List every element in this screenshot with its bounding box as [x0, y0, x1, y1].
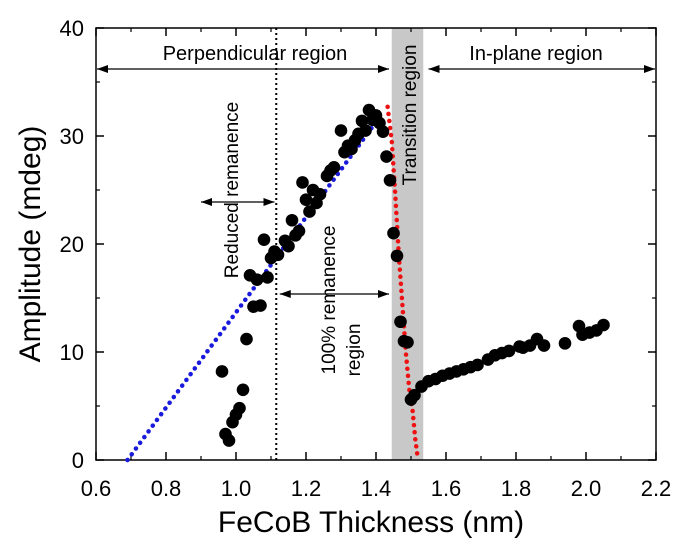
reduced-arrow-left-head: [201, 198, 212, 206]
y-tick-label: 0: [72, 448, 84, 473]
axis-tick-labels: 0.6 0.8 1.0 1.2 1.4 1.6 1.8 2.0 2.2 0 10 20 30 40: [60, 16, 672, 501]
annotation-transition: Transition region: [400, 45, 421, 186]
annotation-in-plane: In-plane region: [469, 43, 602, 65]
annotation-perpendicular: Perpendicular region: [163, 43, 348, 65]
y-tick-label: 40: [60, 16, 84, 41]
x-tick-label: 2.2: [641, 476, 672, 501]
x-tick-label: 1.0: [221, 476, 252, 501]
annotation-100-remanence: 100% remanence: [319, 226, 340, 375]
blue-fit-line: [125, 119, 379, 463]
annotation-reduced-remanence: Reduced remanence: [222, 102, 243, 278]
annotation-100-remanence-region: region: [344, 324, 365, 377]
data-point: [408, 388, 421, 402]
reduced-arrow-right-head: [263, 198, 275, 206]
data-point: [254, 299, 267, 312]
x-tick-label: 1.2: [291, 476, 322, 501]
perpendicular-arrow-right-head: [378, 65, 389, 73]
region-arrows: [97, 65, 655, 298]
data-point: [390, 249, 404, 263]
data-point: [292, 224, 306, 238]
data-point: [296, 176, 309, 189]
x-tick-label: 0.6: [81, 476, 112, 501]
perpendicular-arrow: [97, 65, 389, 73]
fit-lines: [125, 104, 421, 463]
data-point: [502, 344, 516, 358]
data-point: [376, 125, 390, 138]
plot-frame: [95, 27, 657, 461]
data-point: [380, 150, 393, 163]
perpendicular-arrow-left-head: [97, 65, 108, 73]
y-axis-label: Amplitude (mdeg): [14, 126, 47, 363]
data-point: [383, 173, 397, 187]
data-points: [215, 103, 610, 447]
data-point: [597, 318, 610, 332]
data-point: [327, 161, 341, 174]
x-tick-label: 2.0: [571, 476, 602, 501]
data-point: [240, 332, 253, 346]
data-point: [271, 248, 285, 262]
data-point: [222, 434, 236, 447]
in-plane-arrow: [428, 65, 655, 73]
red-fit-line: [385, 104, 421, 463]
data-point: [401, 335, 414, 349]
data-point: [359, 124, 372, 137]
data-point: [303, 205, 316, 218]
x-tick-label: 1.8: [501, 476, 532, 501]
x-tick-label: 1.4: [361, 476, 392, 501]
data-point: [250, 273, 264, 286]
axis-ticks: [95, 27, 657, 461]
hundred-arrow-right-head: [378, 290, 389, 298]
data-point: [313, 188, 327, 201]
y-tick-label: 20: [60, 232, 84, 257]
hundred-arrow: [279, 290, 389, 298]
data-point: [394, 315, 407, 329]
data-point: [285, 213, 299, 227]
x-tick-label: 0.8: [151, 476, 182, 501]
y-tick-label: 30: [60, 124, 84, 149]
axes-box: [95, 27, 657, 461]
data-point: [387, 226, 400, 240]
hundred-arrow-left-head: [279, 290, 291, 298]
x-axis-label: FeCoB Thickness (nm): [218, 506, 524, 539]
data-point: [334, 124, 348, 137]
data-point: [537, 339, 551, 352]
in-plane-arrow-left-head: [428, 65, 440, 73]
data-point: [299, 193, 313, 207]
data-point: [215, 365, 229, 378]
data-point: [233, 401, 246, 415]
data-point: [558, 337, 572, 350]
reduced-arrow: [201, 198, 275, 206]
data-point: [261, 271, 274, 284]
data-point: [282, 239, 295, 253]
data-point: [257, 233, 271, 246]
data-point: [471, 358, 484, 372]
data-point: [355, 114, 369, 128]
data-point: [236, 383, 250, 397]
x-tick-label: 1.6: [431, 476, 462, 501]
in-plane-arrow-right-head: [644, 65, 655, 73]
y-tick-label: 10: [60, 340, 84, 365]
